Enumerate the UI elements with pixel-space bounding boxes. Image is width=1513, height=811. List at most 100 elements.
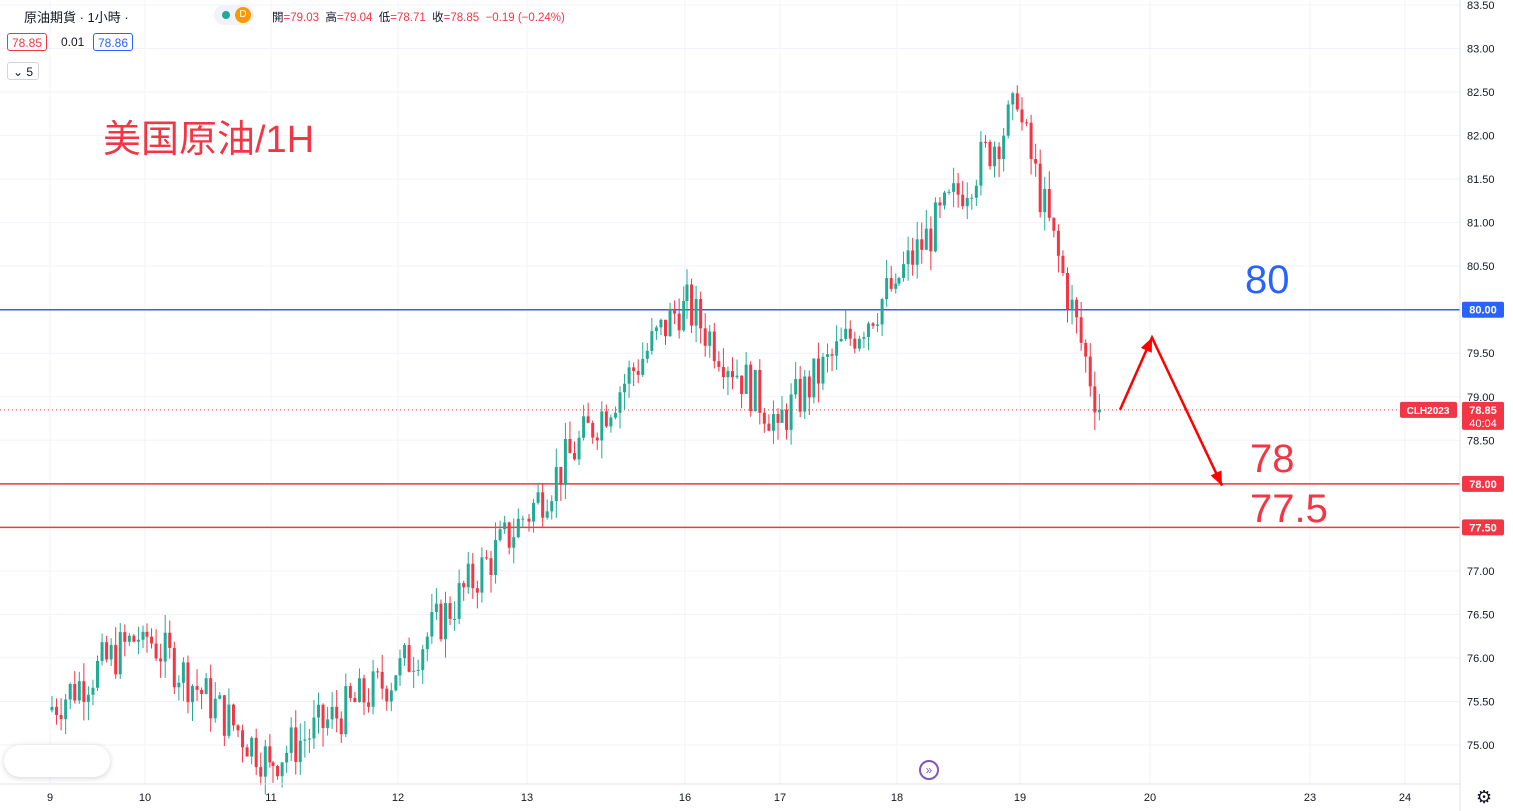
candle-body [889, 278, 893, 289]
candle-body [430, 612, 434, 637]
candle-body [50, 706, 54, 711]
candle-body [448, 603, 452, 619]
annotation-78[interactable]: 78 [1250, 437, 1295, 481]
candle-body [100, 642, 104, 661]
candle-body [740, 375, 744, 394]
candle-body [988, 141, 992, 167]
go-to-realtime-icon[interactable]: » [919, 760, 939, 780]
candle-body [109, 644, 113, 660]
candle-body [731, 371, 734, 378]
candle-body [885, 278, 889, 300]
annotation-main-text[interactable]: 美国原油/1H [103, 119, 315, 161]
candle-body [794, 379, 798, 395]
candle-body [475, 588, 479, 593]
candle-body [920, 239, 924, 250]
candle-body [141, 631, 145, 640]
candle-body [294, 727, 298, 762]
candle-body [1084, 342, 1088, 357]
candle-body [880, 299, 884, 325]
candle-body [816, 358, 820, 384]
candle-body [177, 682, 181, 688]
candle-body [271, 762, 275, 767]
annotation-77-5[interactable]: 77.5 [1250, 487, 1328, 531]
candle-body [317, 704, 320, 718]
candle-body [938, 202, 942, 206]
candle-body [344, 686, 348, 735]
x-tick-label: 19 [1014, 792, 1026, 804]
candle-body [1097, 409, 1101, 413]
candle-body [1079, 317, 1083, 343]
candle-body [690, 284, 694, 326]
candle-body [1088, 356, 1092, 387]
candle-body [114, 644, 118, 675]
candle-body [380, 671, 384, 689]
y-tick-label: 76.00 [1467, 653, 1495, 665]
sell-price-button[interactable]: 78.85 [7, 33, 48, 51]
candle-body [632, 367, 636, 372]
symbol-tag: CLH2023 [1407, 406, 1450, 417]
candle-body [268, 746, 272, 763]
candle-body [1002, 135, 1006, 160]
candle-body [1034, 159, 1038, 164]
candle-body [974, 185, 978, 198]
navigation-pill[interactable] [4, 745, 110, 777]
x-tick-label: 17 [774, 792, 786, 804]
candle-body [586, 416, 590, 423]
time-axis: 9 10 11 12 13 16 17 18 19 20 23 24 [0, 783, 1460, 804]
market-status-pill[interactable]: D [214, 5, 254, 25]
candle-body [952, 183, 956, 192]
candle-body [82, 681, 86, 702]
candle-body [753, 369, 757, 412]
candle-body [821, 356, 825, 384]
candle-body [209, 678, 213, 719]
level-price-label: 78.00 [1469, 479, 1497, 491]
candle-body [154, 643, 158, 659]
candle-body [1061, 255, 1065, 274]
candle-body [498, 529, 502, 541]
candle-body [911, 250, 915, 265]
last-price-tag-bg [1462, 401, 1504, 430]
candle-body [717, 361, 721, 368]
candle-body [915, 239, 919, 265]
candle-body [357, 678, 361, 703]
candle-body [803, 376, 807, 412]
candle-body [516, 518, 520, 538]
candle-body [335, 706, 339, 719]
market-open-dot-icon [222, 11, 230, 19]
buy-price-button[interactable]: 78.86 [93, 33, 134, 51]
candle-body [457, 583, 461, 619]
trend-arrow-path [1118, 334, 1224, 487]
candle-body [425, 636, 429, 650]
x-tick-label: 13 [521, 792, 533, 804]
candle-body [91, 687, 95, 695]
candle-body [494, 540, 498, 575]
level-price-tag [1462, 475, 1504, 492]
candle-body [835, 341, 839, 356]
market-badge: D [235, 7, 251, 23]
candle-body [480, 557, 484, 593]
arrow-head-down [1210, 470, 1222, 486]
candle-body [839, 338, 843, 342]
candle-body [550, 501, 554, 512]
candle-body [645, 350, 649, 359]
candle-body [857, 338, 861, 349]
annotation-80[interactable]: 80 [1245, 258, 1290, 302]
indicator-toggle[interactable]: ⌄ 5 [7, 62, 39, 80]
candle-body [236, 725, 240, 731]
candle-body [527, 518, 531, 522]
candle-body [862, 337, 866, 339]
symbol-tag-bg [1400, 401, 1457, 418]
candle-body [573, 453, 576, 460]
y-tick-label: 79.50 [1467, 348, 1495, 360]
candle-body [532, 502, 536, 522]
candle-body [77, 681, 81, 701]
symbol-title[interactable]: 原油期貨 · 1小時 · [24, 10, 129, 25]
candle-body [280, 762, 284, 777]
gear-icon[interactable]: ⚙ [1476, 787, 1493, 807]
candle-body [798, 379, 802, 412]
candle-body [73, 683, 77, 701]
candle-body [965, 197, 969, 207]
candle-body [943, 192, 946, 206]
candle-body [609, 417, 613, 427]
